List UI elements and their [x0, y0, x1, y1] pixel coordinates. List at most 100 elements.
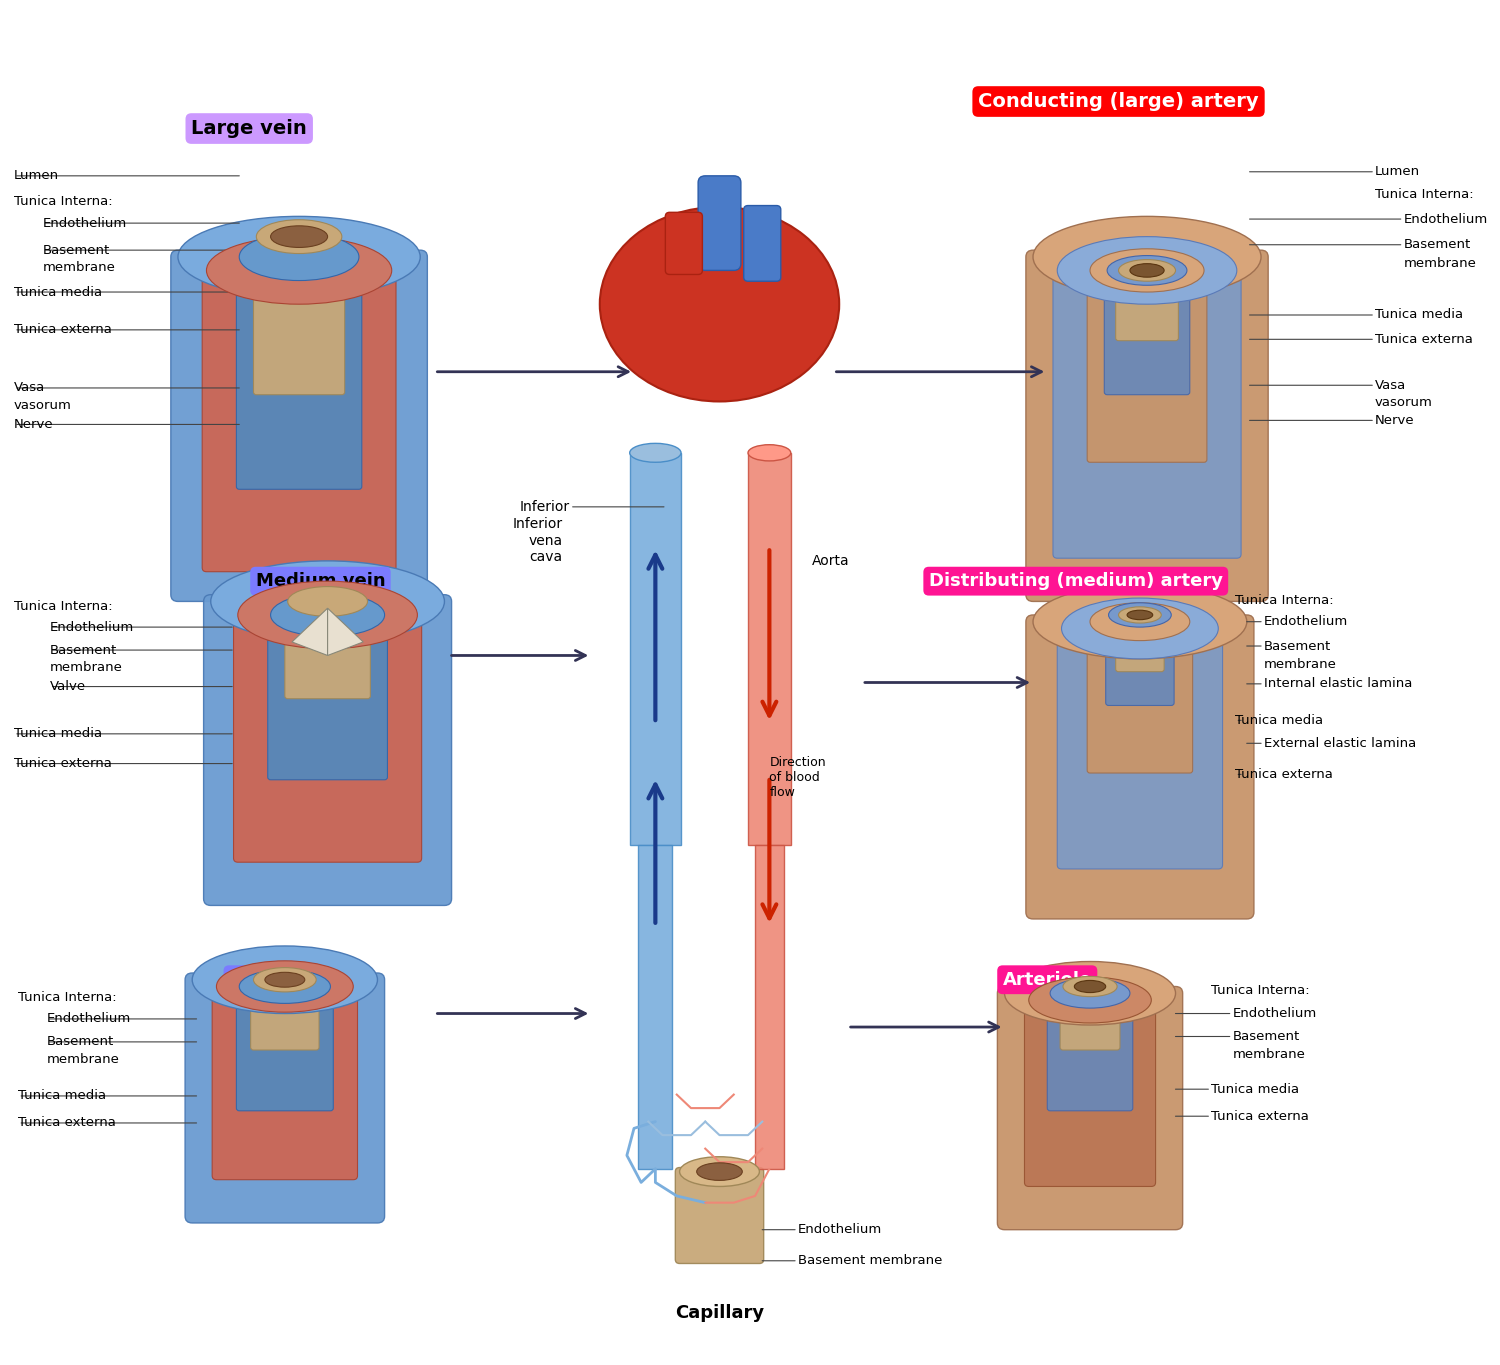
- FancyBboxPatch shape: [1060, 984, 1120, 1050]
- Text: Inferior
vena
cava: Inferior vena cava: [513, 517, 562, 564]
- Ellipse shape: [270, 225, 327, 247]
- Text: Tunica media: Tunica media: [1376, 308, 1462, 322]
- Text: Lumen: Lumen: [13, 169, 58, 183]
- Ellipse shape: [680, 1156, 759, 1186]
- FancyBboxPatch shape: [171, 250, 428, 602]
- Ellipse shape: [192, 946, 378, 1014]
- Text: Large vein: Large vein: [192, 119, 308, 138]
- FancyBboxPatch shape: [234, 612, 422, 863]
- Ellipse shape: [216, 961, 352, 1013]
- FancyBboxPatch shape: [254, 233, 345, 394]
- Ellipse shape: [1034, 584, 1246, 659]
- Text: Endothelium: Endothelium: [50, 621, 134, 633]
- Ellipse shape: [1107, 255, 1186, 285]
- Text: membrane: membrane: [42, 261, 116, 274]
- Text: Basement: Basement: [50, 643, 117, 657]
- Text: Capillary: Capillary: [675, 1304, 764, 1323]
- Ellipse shape: [254, 968, 316, 992]
- Ellipse shape: [1090, 603, 1190, 640]
- Ellipse shape: [1034, 217, 1262, 298]
- Ellipse shape: [178, 217, 420, 298]
- Text: Basement: Basement: [1264, 640, 1330, 652]
- Text: Lumen: Lumen: [1376, 165, 1420, 179]
- Ellipse shape: [266, 972, 305, 987]
- FancyBboxPatch shape: [698, 176, 741, 270]
- Text: Nerve: Nerve: [13, 418, 54, 431]
- Ellipse shape: [1074, 980, 1106, 992]
- Polygon shape: [292, 609, 327, 655]
- Text: Arteriole: Arteriole: [1002, 971, 1092, 988]
- FancyBboxPatch shape: [639, 845, 672, 1168]
- Ellipse shape: [1130, 263, 1164, 277]
- Ellipse shape: [600, 207, 838, 401]
- Ellipse shape: [696, 1163, 742, 1181]
- Ellipse shape: [238, 233, 358, 281]
- Text: Basement: Basement: [46, 1036, 114, 1048]
- FancyBboxPatch shape: [251, 977, 320, 1050]
- Text: Tunica externa: Tunica externa: [1210, 1110, 1310, 1122]
- Text: vasorum: vasorum: [13, 399, 72, 412]
- Text: Conducting (large) artery: Conducting (large) artery: [978, 91, 1258, 111]
- Ellipse shape: [1064, 976, 1118, 996]
- Text: Tunica externa: Tunica externa: [1236, 768, 1334, 781]
- Text: Basement: Basement: [1404, 239, 1472, 251]
- FancyBboxPatch shape: [1088, 618, 1192, 773]
- Ellipse shape: [256, 220, 342, 254]
- FancyBboxPatch shape: [211, 983, 357, 1179]
- FancyBboxPatch shape: [1106, 613, 1174, 706]
- FancyBboxPatch shape: [754, 845, 783, 1168]
- Text: Tunica externa: Tunica externa: [13, 758, 112, 770]
- FancyBboxPatch shape: [267, 613, 387, 779]
- Text: membrane: membrane: [1264, 658, 1336, 672]
- Text: Endothelium: Endothelium: [42, 217, 128, 229]
- Text: Distributing (medium) artery: Distributing (medium) artery: [928, 572, 1222, 590]
- Text: Basement: Basement: [42, 243, 110, 257]
- Text: vasorum: vasorum: [1376, 396, 1432, 410]
- FancyBboxPatch shape: [744, 206, 782, 281]
- FancyBboxPatch shape: [1026, 616, 1254, 919]
- Text: Basement: Basement: [1233, 1031, 1300, 1043]
- Ellipse shape: [1005, 961, 1176, 1025]
- Ellipse shape: [207, 236, 392, 304]
- Polygon shape: [327, 609, 363, 655]
- FancyBboxPatch shape: [1058, 624, 1222, 870]
- Text: Tunica externa: Tunica externa: [13, 324, 112, 336]
- Text: Nerve: Nerve: [1376, 414, 1414, 427]
- Text: Inferior: Inferior: [519, 500, 570, 513]
- FancyBboxPatch shape: [1053, 266, 1240, 558]
- FancyBboxPatch shape: [748, 453, 790, 845]
- FancyBboxPatch shape: [237, 254, 362, 489]
- Ellipse shape: [1126, 610, 1152, 620]
- Text: Aorta: Aorta: [812, 554, 850, 568]
- Text: membrane: membrane: [50, 661, 123, 674]
- Ellipse shape: [630, 444, 681, 463]
- FancyBboxPatch shape: [184, 973, 384, 1223]
- Text: Tunica media: Tunica media: [1210, 1082, 1299, 1096]
- Text: Endothelium: Endothelium: [798, 1223, 882, 1237]
- Text: Tunica Interna:: Tunica Interna:: [1236, 594, 1334, 606]
- Text: Tunica media: Tunica media: [1236, 714, 1323, 726]
- Text: Tunica media: Tunica media: [18, 1089, 106, 1103]
- FancyBboxPatch shape: [202, 266, 396, 572]
- Text: Tunica media: Tunica media: [13, 728, 102, 740]
- Text: Endothelium: Endothelium: [1264, 616, 1348, 628]
- Text: Basement membrane: Basement membrane: [798, 1254, 942, 1267]
- Ellipse shape: [1108, 603, 1172, 627]
- Text: membrane: membrane: [1404, 257, 1476, 270]
- Ellipse shape: [1050, 979, 1130, 1009]
- Text: Endothelium: Endothelium: [1233, 1007, 1317, 1020]
- Text: Tunica externa: Tunica externa: [1376, 333, 1473, 345]
- Ellipse shape: [748, 445, 790, 461]
- Ellipse shape: [1062, 598, 1218, 659]
- Ellipse shape: [270, 594, 384, 636]
- Text: Direction
of blood
flow: Direction of blood flow: [770, 756, 826, 799]
- FancyBboxPatch shape: [1104, 268, 1190, 394]
- Text: Tunica Interna:: Tunica Interna:: [13, 601, 112, 613]
- Text: Venule: Venule: [230, 971, 298, 988]
- FancyBboxPatch shape: [285, 599, 370, 699]
- FancyBboxPatch shape: [1088, 268, 1208, 463]
- Ellipse shape: [1090, 248, 1204, 292]
- Ellipse shape: [1119, 259, 1176, 281]
- Ellipse shape: [1029, 977, 1152, 1022]
- FancyBboxPatch shape: [1116, 268, 1179, 341]
